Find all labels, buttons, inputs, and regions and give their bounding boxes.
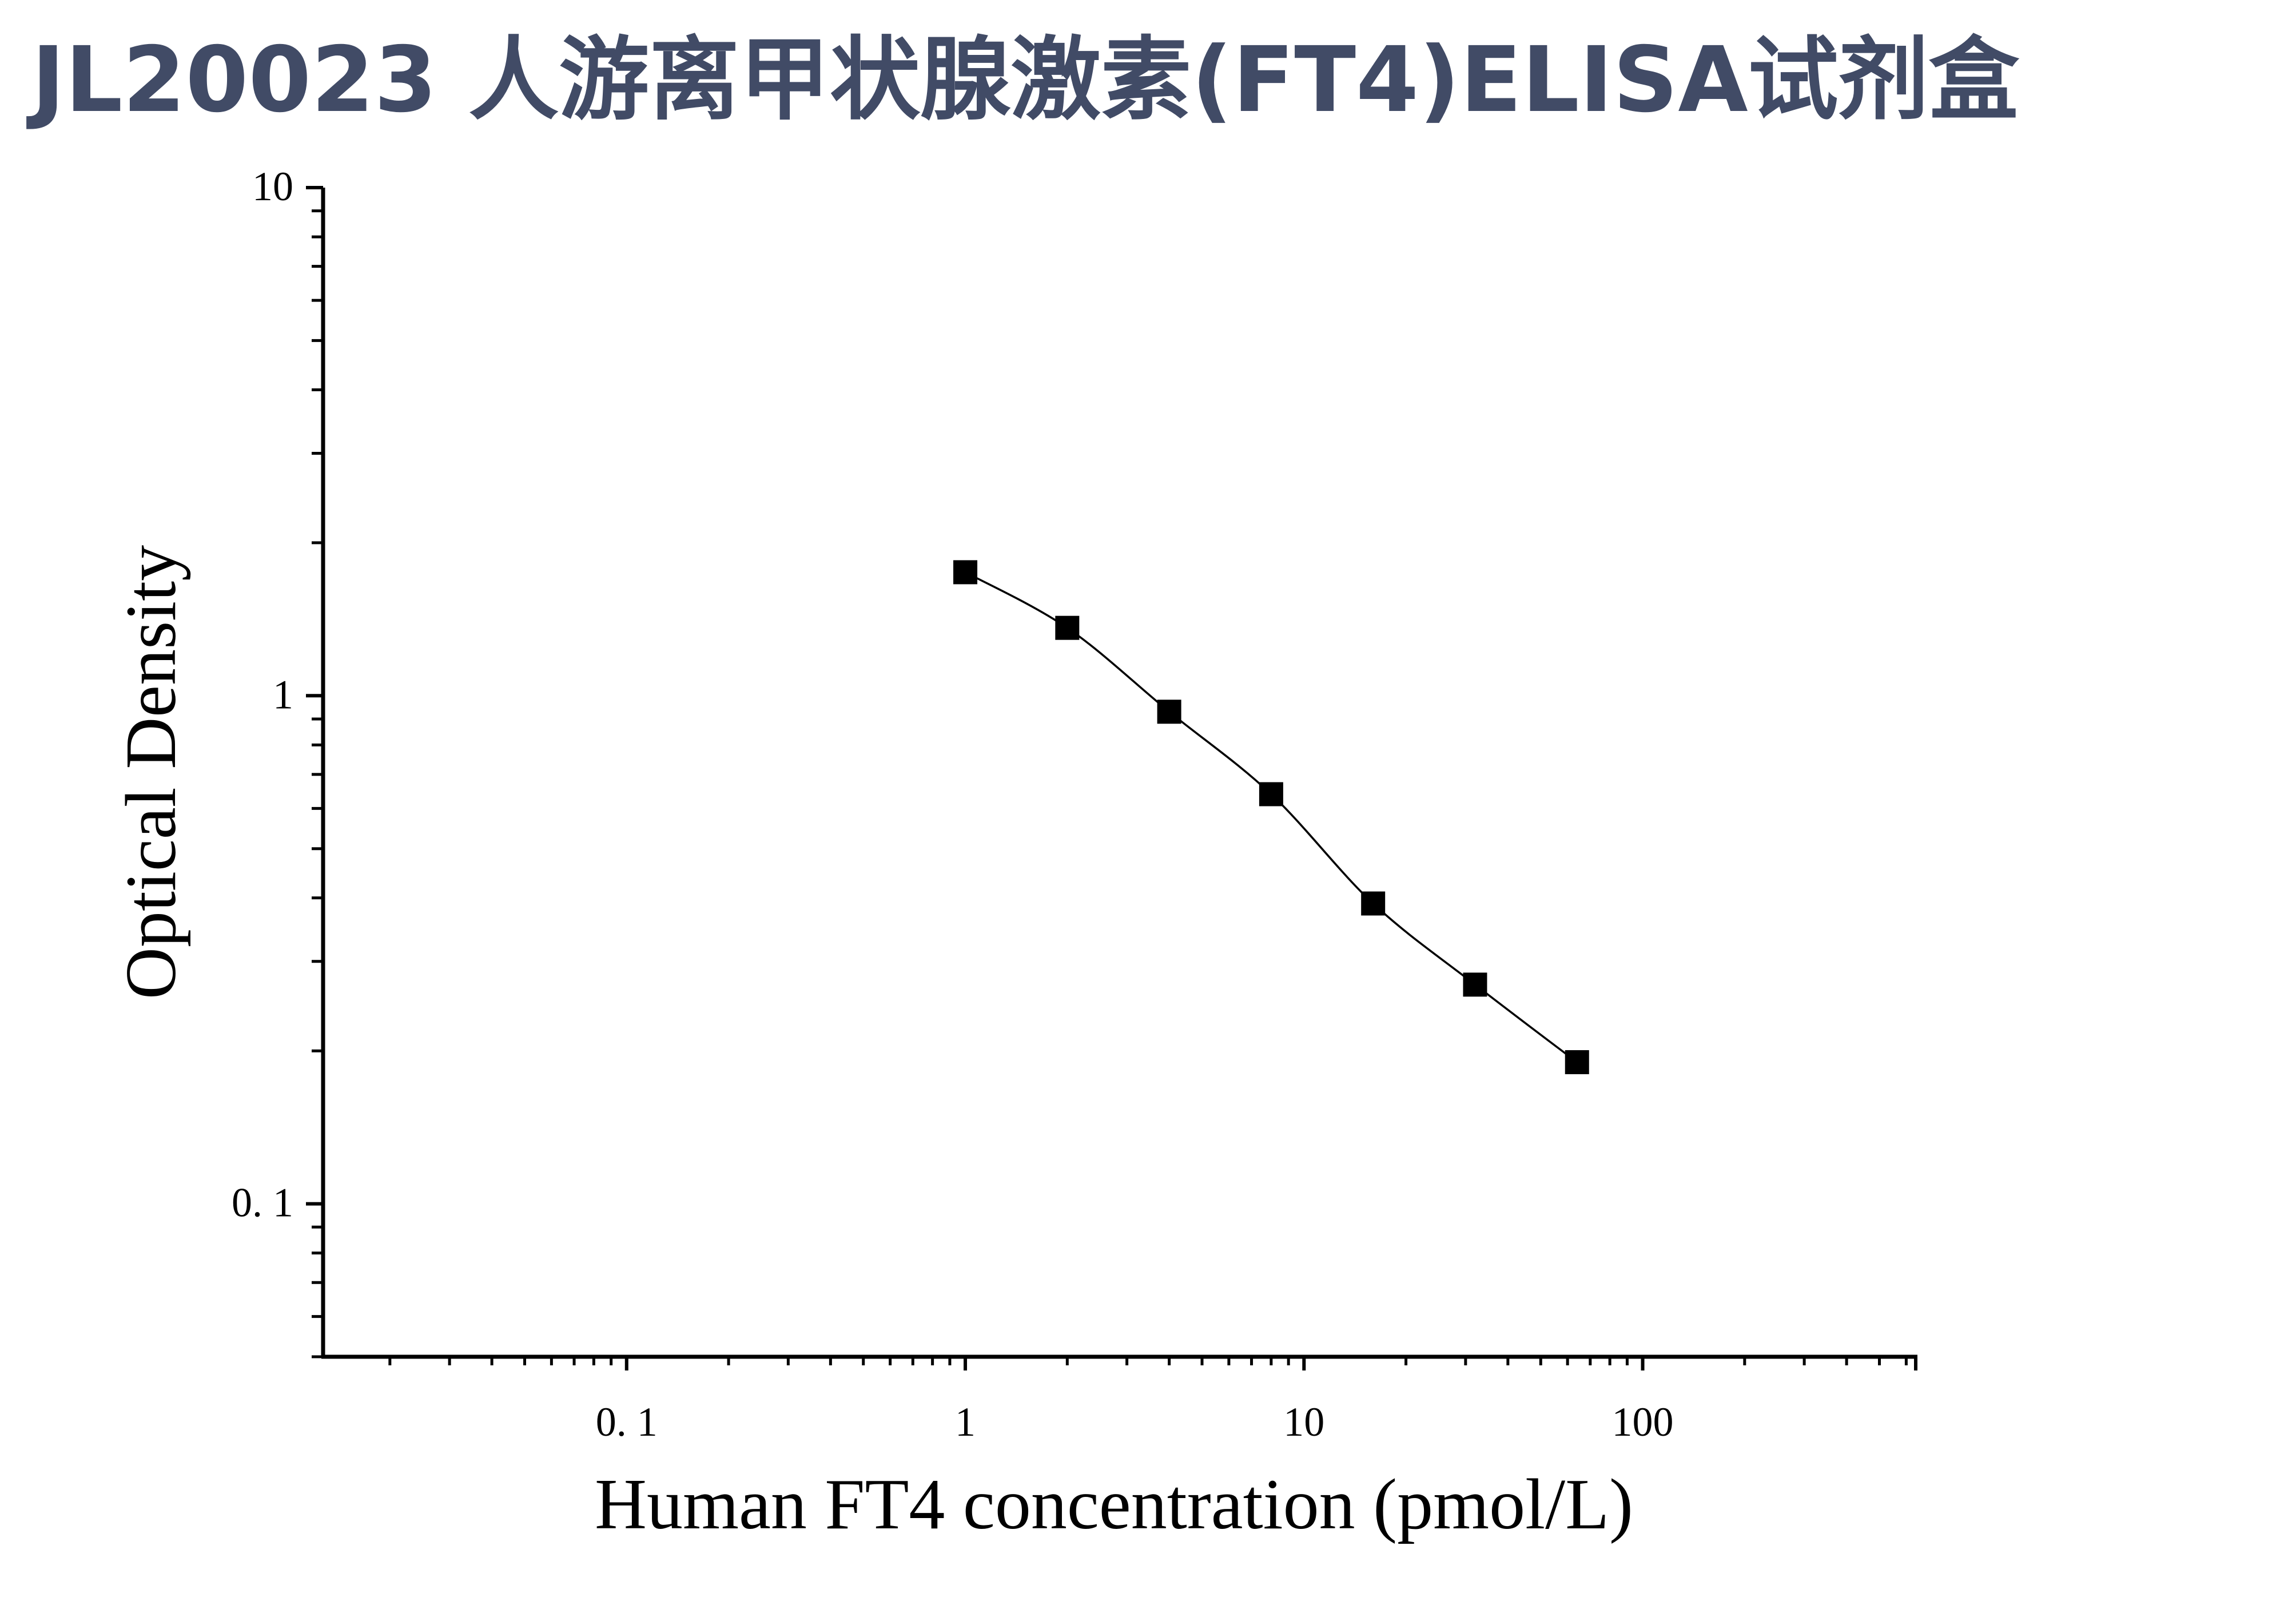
x-tick-label: 1 <box>955 1399 976 1445</box>
page-title: JL20023 人游离甲状腺激素(FT4)ELISA试剂盒 <box>31 27 2019 133</box>
axes: 0. 1 1 10 100 0. 1 1 10 <box>232 164 1917 1445</box>
data-points <box>953 560 1589 1074</box>
y-tick-label: 0. 1 <box>232 1180 293 1226</box>
y-tick-label: 10 <box>252 164 293 209</box>
x-tick-label: 0. 1 <box>596 1399 658 1445</box>
x-axis-title: Human FT4 concentration (pmol/L) <box>595 1465 1633 1544</box>
y-axis-title: Optical Density <box>112 545 191 999</box>
data-point-marker <box>953 560 978 585</box>
y-tick-label: 1 <box>273 672 293 717</box>
data-point-marker <box>1157 700 1181 724</box>
data-point-marker <box>1463 972 1487 997</box>
data-point-marker <box>1055 615 1080 640</box>
data-point-marker <box>1565 1050 1589 1074</box>
data-point-marker <box>1361 891 1386 916</box>
x-tick-label: 10 <box>1283 1399 1324 1445</box>
x-tick-label: 100 <box>1612 1399 1674 1445</box>
data-point-marker <box>1259 782 1283 807</box>
